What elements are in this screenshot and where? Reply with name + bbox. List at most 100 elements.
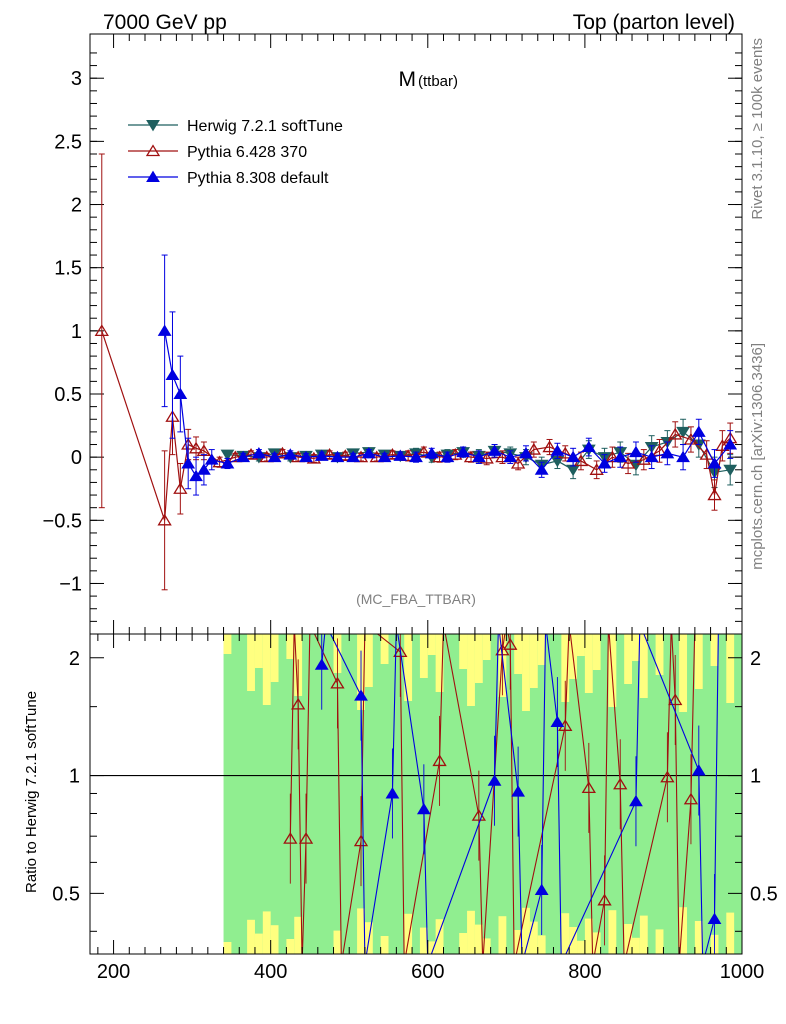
data-point [510, 456, 526, 469]
legend-marker [145, 144, 161, 157]
data-point [322, 447, 337, 460]
data-point [157, 324, 172, 336]
ratio-ytick-label-right: 1 [750, 766, 761, 788]
band-outer [561, 634, 570, 702]
data-point [526, 442, 541, 455]
ytick-label: 1 [71, 321, 82, 343]
band-outer [254, 933, 263, 954]
data-point [676, 450, 690, 463]
main-panel: −1 −0.5 0 0.5 1 1.5 2 2.5 3 M (ttbar) (MC_FBA_TT… [43, 33, 743, 635]
band-outer [577, 634, 585, 656]
rivet-label: Rivet 3.1.10, ≥ 100k events [749, 38, 766, 220]
data-point [566, 450, 580, 463]
ratio-point [330, 676, 345, 689]
ratio-point [581, 781, 596, 794]
data-point [173, 482, 188, 494]
band-outer [679, 907, 688, 954]
ratio-axes: 0.5 0.5 1 1 2 2 200 400 600 800 1000 [52, 633, 778, 983]
ytick-label: −1 [59, 573, 82, 595]
data-point [534, 463, 549, 475]
data-point [181, 457, 196, 469]
data-point [252, 447, 266, 459]
ratio-point [668, 693, 683, 706]
ratio-point [354, 689, 368, 701]
data-point [479, 451, 494, 464]
ratio-line [289, 634, 696, 954]
ratio-ytick-label-right: 0.5 [750, 883, 778, 905]
data-point [400, 449, 416, 462]
data-point [589, 463, 604, 475]
data-point [267, 450, 282, 463]
band-outer [529, 921, 538, 954]
band-outer [577, 940, 585, 954]
ratio-point [291, 697, 306, 710]
ratio-ylabel: Ratio to Herwig 7.2.1 softTune [23, 691, 40, 893]
data-point [204, 453, 219, 465]
band-outer [632, 634, 640, 661]
ytick-label: 0.5 [54, 384, 82, 406]
data-point [173, 387, 188, 399]
band-outer [467, 910, 475, 954]
data-point [314, 449, 329, 461]
data-point [471, 450, 486, 463]
data-point [197, 463, 211, 475]
band-outer [655, 634, 664, 675]
data-point [707, 457, 722, 469]
main-series [94, 153, 738, 591]
data-point [629, 445, 643, 458]
band-outer [592, 634, 601, 670]
analysis-tag: (MC_FBA_TTBAR) [356, 591, 476, 607]
data-point [605, 450, 620, 463]
band-outer [459, 634, 468, 669]
xtick-label: 400 [254, 961, 287, 983]
band-outer [459, 933, 468, 954]
band-outer [474, 634, 483, 683]
data-point [188, 441, 204, 454]
data-point [220, 457, 235, 469]
data-point [456, 445, 471, 458]
band-outer [584, 634, 593, 693]
band-outer [537, 935, 546, 954]
band-outer [474, 924, 483, 954]
band-outer [223, 634, 232, 654]
xtick-label: 200 [97, 961, 130, 983]
band-outer [254, 634, 263, 668]
band-outer [247, 634, 255, 691]
data-point [283, 448, 298, 460]
main-title-sub: (ttbar) [418, 73, 458, 90]
band-outer [357, 908, 365, 954]
legend-label: Pythia 8.308 default [187, 170, 329, 187]
data-point [676, 426, 690, 439]
series-1 [94, 153, 738, 591]
band-outer [624, 924, 633, 954]
data-point [495, 450, 510, 463]
xtick-label: 600 [411, 961, 444, 983]
ratio-point [613, 777, 628, 790]
band-outer [294, 916, 303, 954]
main-title: M [399, 68, 417, 91]
band-outer [726, 912, 735, 954]
data-point [519, 447, 533, 459]
ratio-point [314, 658, 329, 670]
xtick-label: 800 [568, 961, 601, 983]
legend-marker [146, 120, 160, 132]
band-inner [223, 634, 742, 954]
legend-label: Herwig 7.2.1 softTune [187, 118, 343, 135]
ratio-point [393, 645, 408, 658]
data-point [487, 444, 502, 456]
ratio-point [597, 893, 612, 906]
band-outer [427, 941, 436, 954]
band-outer [262, 634, 271, 705]
ytick-label: 1.5 [54, 258, 82, 280]
mcplots-label: mcplots.cern.ch [arXiv:1306.3436] [749, 343, 766, 570]
data-point [613, 450, 628, 463]
ratio-point [416, 802, 431, 815]
ytick-label: −0.5 [43, 510, 82, 532]
ratio-point [683, 792, 699, 805]
data-point [707, 488, 722, 501]
ratio-ytick-label: 0.5 [52, 883, 80, 905]
series-line [164, 330, 731, 477]
band-outer [514, 930, 523, 954]
ratio-series [283, 634, 722, 954]
band-outer [639, 915, 648, 954]
